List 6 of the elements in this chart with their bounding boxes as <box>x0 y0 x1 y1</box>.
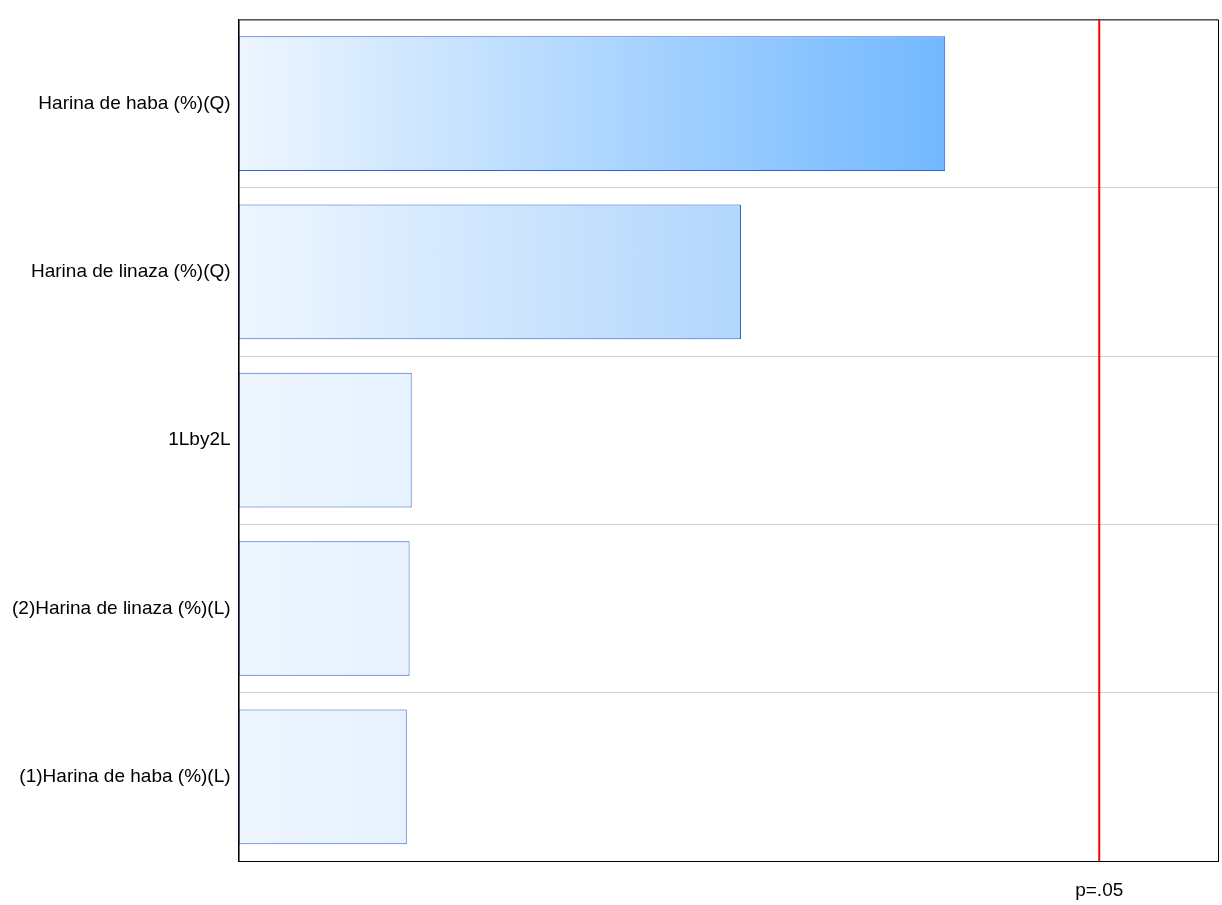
ref-line-label: p=.05 <box>1075 878 1124 900</box>
y-tick-label: (2)Harina de linaza (%)(L) <box>12 596 231 618</box>
y-tick-label: Harina de haba (%)(Q) <box>38 91 231 113</box>
y-tick-label: Harina de linaza (%)(Q) <box>31 260 231 282</box>
y-tick-label: (1)Harina de haba (%)(L) <box>19 765 231 787</box>
y-tick-label: 1Lby2L <box>168 428 231 450</box>
